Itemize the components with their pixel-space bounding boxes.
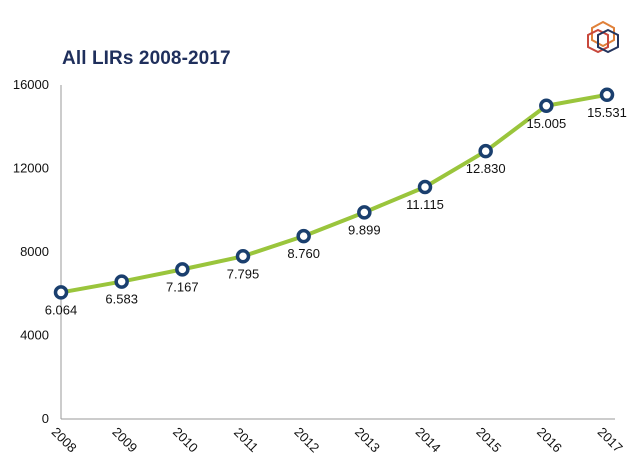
y-tick-label: 12000 <box>13 161 49 176</box>
data-point <box>175 262 190 277</box>
logo-icon <box>587 20 619 54</box>
data-point <box>235 249 251 264</box>
data-label: 8.760 <box>287 246 320 261</box>
data-point <box>478 143 493 159</box>
data-point <box>539 98 554 114</box>
x-tick-label: 2016 <box>534 424 565 455</box>
y-tick-label: 4000 <box>20 328 49 343</box>
logo-hexagon-red <box>587 28 609 54</box>
data-label: 15.531 <box>587 105 627 120</box>
data-point <box>114 274 129 289</box>
x-tick-label: 2014 <box>413 424 444 455</box>
y-tick-label: 0 <box>42 411 49 426</box>
x-tick-label: 2017 <box>595 424 626 455</box>
data-label: 9.899 <box>348 222 381 237</box>
x-tick-label: 2011 <box>231 425 261 455</box>
x-tick-label: 2012 <box>291 424 322 455</box>
x-tick-label: 2008 <box>49 424 80 455</box>
data-point <box>599 87 615 103</box>
data-label: 15.005 <box>526 116 566 131</box>
y-tick-label: 16000 <box>13 77 49 92</box>
data-point <box>296 228 311 244</box>
data-label: 12.830 <box>466 161 506 176</box>
y-tick-label: 8000 <box>20 244 49 259</box>
x-tick-label: 2010 <box>170 424 201 455</box>
data-point <box>53 285 69 300</box>
chart-title: All LIRs 2008-2017 <box>62 48 231 69</box>
data-label: 11.115 <box>406 197 444 212</box>
data-label: 6.583 <box>105 292 138 307</box>
x-tick-label: 2015 <box>473 424 504 455</box>
data-point <box>357 205 372 220</box>
x-tick-label: 2009 <box>109 424 140 455</box>
logo-hexagon-navy <box>597 28 619 54</box>
logo-hexagon-orange <box>591 20 615 48</box>
x-tick-label: 2013 <box>352 424 383 455</box>
data-label: 7.167 <box>166 279 199 294</box>
data-point <box>417 179 433 195</box>
data-label: 6.064 <box>45 302 78 317</box>
data-label: 7.795 <box>227 266 260 281</box>
series-line <box>59 92 609 295</box>
